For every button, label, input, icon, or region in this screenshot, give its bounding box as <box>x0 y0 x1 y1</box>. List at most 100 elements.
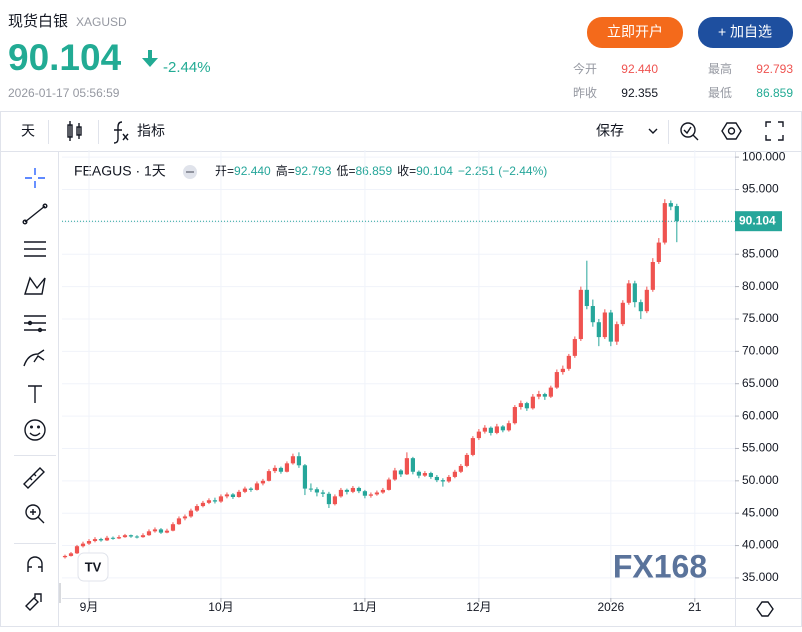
candle-body <box>254 483 260 490</box>
candle-body <box>470 438 475 455</box>
candle-body <box>272 467 278 472</box>
candle-body <box>458 465 463 472</box>
candle-body <box>578 289 583 340</box>
title: 现货白银 <box>8 13 68 30</box>
candle-body <box>464 454 469 466</box>
candle-body <box>308 488 314 490</box>
candle-body <box>500 426 505 431</box>
candle-body <box>296 456 302 466</box>
candle-body <box>206 500 212 503</box>
candle-body <box>548 387 553 397</box>
candle-body <box>638 302 643 312</box>
candle-body <box>158 529 164 533</box>
candle-body <box>662 203 667 243</box>
indicators[interactable]: 指标 <box>137 123 165 139</box>
candle-body <box>182 516 188 519</box>
save[interactable]: 保存 <box>596 123 624 139</box>
candle-body <box>134 536 140 538</box>
candle-body <box>122 535 128 538</box>
save-dropdown[interactable] <box>648 128 658 134</box>
x-tick-label: 21 <box>688 600 702 614</box>
x-tick-label: 11月 <box>353 600 377 614</box>
candle-body <box>674 206 679 222</box>
symbol: XAGUSD <box>76 15 127 29</box>
y-tick-label: 80.000 <box>742 279 779 293</box>
candle-body <box>494 426 499 433</box>
legend-change: −2.251 (−2.44%) <box>458 164 547 178</box>
candle-body <box>620 302 625 325</box>
candle-body <box>602 312 607 338</box>
change: -2.44% <box>163 59 211 76</box>
candle-body <box>560 368 565 373</box>
candle-body <box>230 494 236 498</box>
fullscreen-icon[interactable] <box>765 121 784 141</box>
interval[interactable]: 天 <box>21 123 35 139</box>
candle-body <box>542 394 547 397</box>
candle-body <box>116 537 122 539</box>
axis-settings[interactable] <box>756 601 774 617</box>
candle-body <box>404 458 409 475</box>
timestamp: 2026-01-17 05:56:59 <box>8 86 120 100</box>
candle-body <box>200 502 206 507</box>
watchlist-label[interactable]: + 加自选 <box>718 24 772 40</box>
candle-body <box>530 396 535 409</box>
chart-title: FEAGUS · 1天 <box>74 163 166 179</box>
candle-body <box>188 510 194 517</box>
last-price-label: 90.104 <box>739 213 776 227</box>
candle-body <box>380 489 386 493</box>
side-tools[interactable] <box>22 168 48 611</box>
legend-value: 92.440 <box>234 164 271 178</box>
candle-body <box>332 496 338 505</box>
candle-body <box>398 470 403 475</box>
open-account-button[interactable] <box>587 17 683 48</box>
candle-body <box>524 403 529 409</box>
stat-value: 92.440 <box>621 62 658 76</box>
x-tick-label: 10月 <box>208 600 233 614</box>
open-account-label[interactable]: 立即开户 <box>607 24 663 40</box>
candle-body <box>194 506 200 511</box>
alert-icon[interactable] <box>680 122 699 141</box>
candle-body <box>422 473 427 476</box>
candle-body <box>170 524 176 531</box>
tv-logo: TV <box>77 552 109 582</box>
candle-body <box>668 203 673 207</box>
price: 90.104 <box>8 37 122 78</box>
candle-body <box>584 289 589 307</box>
y-tick-label: 40.000 <box>742 538 779 552</box>
y-tick-label: 35.000 <box>742 570 779 584</box>
settings-icon[interactable] <box>721 122 742 140</box>
candle-body <box>488 427 493 433</box>
watermark: FX168 <box>613 548 707 584</box>
candle-body <box>554 372 559 388</box>
candle-body <box>386 479 392 490</box>
candle-body <box>224 494 230 497</box>
candle-body <box>416 471 421 476</box>
candle-body <box>248 488 254 490</box>
candle-body <box>236 491 242 498</box>
indicator-icon[interactable] <box>113 121 129 144</box>
candle-body <box>362 491 368 496</box>
candle-icon[interactable] <box>67 121 82 141</box>
legend-label: 低= <box>336 164 355 178</box>
candle-body <box>326 493 332 505</box>
stat-value: 92.355 <box>621 86 658 100</box>
axes: 35.000 40.000 45.000 50.000 55.000 60.000 65.0… <box>80 149 786 614</box>
candle-body <box>374 492 380 495</box>
candle-body <box>152 529 158 532</box>
candle-body <box>452 471 457 477</box>
y-tick-label: 45.000 <box>742 505 779 519</box>
candle-body <box>506 423 511 431</box>
candle-body <box>176 518 182 525</box>
y-tick-label: 95.000 <box>742 182 779 196</box>
candle-body <box>350 487 356 492</box>
candle-body <box>242 488 248 492</box>
stat-label: 今开 <box>573 61 597 76</box>
y-tick-label: 50.000 <box>742 473 779 487</box>
candle-body <box>302 465 308 489</box>
watchlist-button[interactable] <box>698 17 793 48</box>
candle-body <box>260 480 266 484</box>
stat-value: 86.859 <box>756 86 793 100</box>
candle-body <box>512 407 517 424</box>
candle-body <box>566 355 571 369</box>
